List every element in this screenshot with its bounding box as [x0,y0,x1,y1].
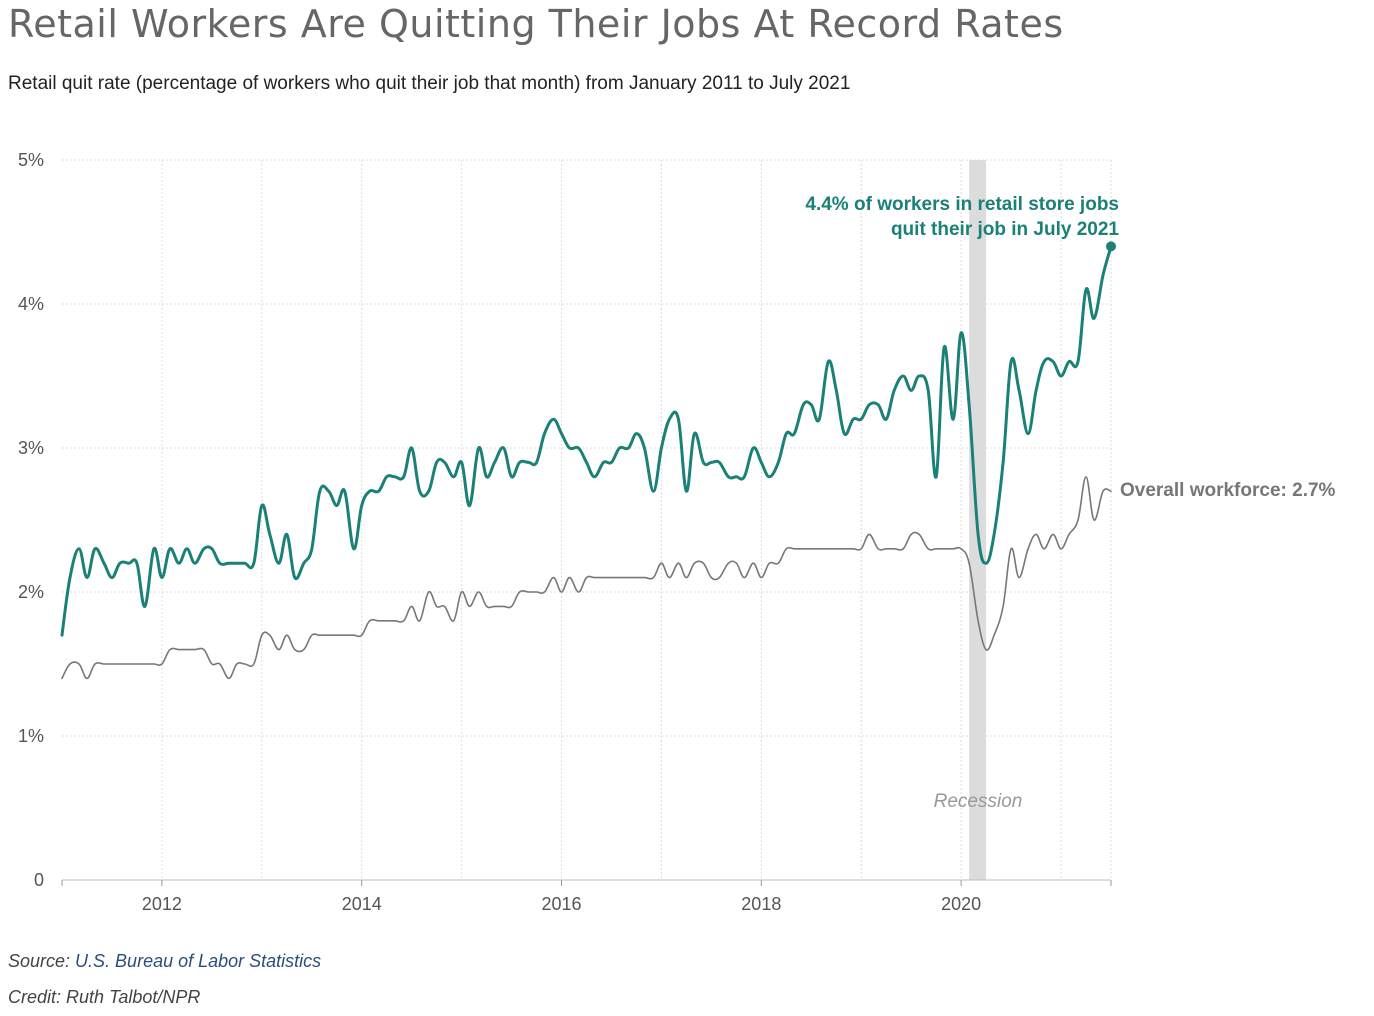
retail-annotation-line2: quit their job in July 2021 [891,219,1119,240]
chart-subtitle: Retail quit rate (percentage of workers … [8,73,851,94]
recession-label: Recession [934,791,1023,812]
series-layer [60,241,1116,680]
axis-layer: 0 1% 2% 3% 4% 5% 2012 2014 2016 2018 2020 [18,150,1112,914]
quit-rate-chart: 0 1% 2% 3% 4% 5% 2012 2014 2016 2018 2020 4.4% of … [18,150,1336,914]
credit-note: Credit: Ruth Talbot/NPR [8,987,201,1007]
grid-layer [62,159,1112,880]
x-tick-label: 2012 [142,894,182,914]
y-tick-label: 5% [18,150,44,170]
y-tick-label: 3% [18,438,44,458]
x-tick-label: 2016 [542,894,582,914]
y-tick-label: 1% [18,726,44,746]
retail-end-point [1106,241,1116,252]
y-tick-label: 2% [18,582,44,602]
source-note: Source: U.S. Bureau of Labor Statistics [8,951,321,972]
retail-series-line [60,244,1113,637]
source-prefix: Source: [8,951,76,971]
x-tick-label: 2018 [741,894,781,914]
overall-series-line [61,476,1112,680]
overall-annotation: Overall workforce: 2.7% [1120,480,1336,501]
x-tick-label: 2014 [342,894,382,914]
source-link[interactable]: U.S. Bureau of Labor Statistics [75,951,322,971]
chart-title: Retail Workers Are Quitting Their Jobs A… [8,2,1064,46]
y-tick-label: 0 [34,870,44,890]
annotation-layer: 4.4% of workers in retail store jobs qui… [805,194,1335,812]
retail-annotation-line1: 4.4% of workers in retail store jobs [805,194,1119,215]
y-tick-label: 4% [18,294,44,314]
x-tick-label: 2020 [941,894,981,914]
